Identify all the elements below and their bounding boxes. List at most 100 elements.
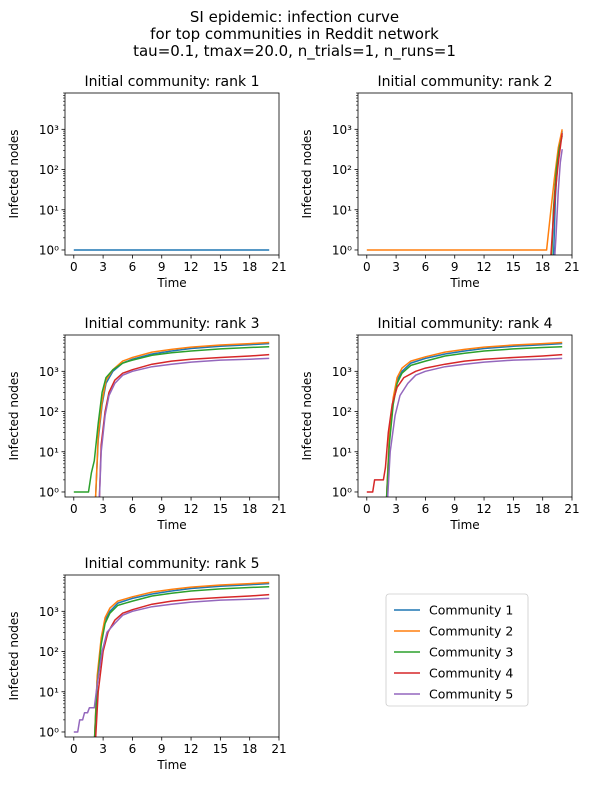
legend-entry: Community 1 bbox=[429, 603, 513, 618]
subplot-title: Initial community: rank 5 bbox=[85, 556, 260, 572]
subplot-3: 0 3 6 9 12 15 18 21 10⁰ 10¹ 10² 10³ Initial communit… bbox=[7, 316, 287, 532]
y-tick-label: 10⁰ bbox=[39, 485, 59, 499]
x-tick-label: 0 bbox=[363, 260, 371, 274]
y-tick-label: 10⁰ bbox=[39, 725, 59, 739]
series-line-community-4 bbox=[550, 133, 563, 255]
y-axis-label: Infected nodes bbox=[7, 611, 21, 700]
y-tick-label: 10³ bbox=[39, 123, 59, 137]
x-tick-label: 6 bbox=[422, 260, 430, 274]
x-tick-label: 9 bbox=[158, 742, 166, 756]
x-tick-label: 21 bbox=[564, 260, 579, 274]
series-line-community-4 bbox=[98, 353, 270, 497]
series-line-community-5 bbox=[386, 357, 563, 497]
x-tick-label: 12 bbox=[183, 502, 198, 516]
subplot-title: Initial community: rank 3 bbox=[85, 316, 260, 332]
x-axis-label: Time bbox=[156, 758, 186, 772]
x-tick-label: 6 bbox=[422, 502, 430, 516]
figure-title-line-1: SI epidemic: infection curve bbox=[189, 8, 400, 26]
y-tick-label: 10¹ bbox=[332, 445, 352, 459]
series-group bbox=[366, 129, 563, 255]
series-group bbox=[73, 581, 270, 737]
x-axis-label: Time bbox=[156, 518, 186, 532]
x-tick-label: 18 bbox=[535, 502, 550, 516]
x-axis-label: Time bbox=[449, 518, 479, 532]
series-line-community-2 bbox=[385, 341, 563, 497]
x-tick-label: 18 bbox=[242, 260, 257, 274]
x-tick-label: 18 bbox=[242, 742, 257, 756]
series-line-community-1 bbox=[385, 342, 563, 497]
x-tick-label: 21 bbox=[271, 742, 286, 756]
subplot-4: 0 3 6 9 12 15 18 21 10⁰ 10¹ 10² 10³ Initial communit… bbox=[300, 316, 580, 532]
series-line-community-2 bbox=[366, 129, 563, 251]
subplot-title: Initial community: rank 1 bbox=[85, 74, 260, 90]
x-tick-label: 0 bbox=[363, 502, 371, 516]
subplot-1: 0 3 6 9 12 15 18 21 10⁰ 10¹ 10² 10³ Initial communit… bbox=[7, 74, 287, 290]
y-tick-label: 10⁰ bbox=[39, 243, 59, 257]
x-tick-label: 0 bbox=[70, 742, 78, 756]
x-tick-label: 6 bbox=[129, 742, 137, 756]
legend-entry: Community 4 bbox=[429, 666, 513, 681]
x-axis-label: Time bbox=[449, 276, 479, 290]
y-axis-label: Infected nodes bbox=[300, 129, 314, 218]
series-line-community-4 bbox=[366, 353, 563, 493]
x-tick-label: 12 bbox=[476, 260, 491, 274]
x-tick-label: 0 bbox=[70, 260, 78, 274]
y-tick-label: 10² bbox=[332, 405, 352, 419]
series-line-community-3 bbox=[93, 585, 270, 737]
x-tick-label: 15 bbox=[213, 742, 228, 756]
subplot-title: Initial community: rank 4 bbox=[378, 316, 553, 332]
series-line-community-1 bbox=[93, 582, 270, 737]
series-line-community-4 bbox=[94, 593, 270, 737]
series-line-community-5 bbox=[73, 597, 270, 733]
x-tick-label: 21 bbox=[564, 502, 579, 516]
x-tick-label: 9 bbox=[451, 260, 459, 274]
x-tick-label: 21 bbox=[271, 502, 286, 516]
y-tick-label: 10² bbox=[332, 163, 352, 177]
subplot-5: 0 3 6 9 12 15 18 21 10⁰ 10¹ 10² 10³ Initial communit… bbox=[7, 556, 287, 772]
x-tick-label: 6 bbox=[129, 502, 137, 516]
x-tick-label: 3 bbox=[392, 502, 400, 516]
x-tick-label: 3 bbox=[392, 260, 400, 274]
x-axis-label: Time bbox=[156, 276, 186, 290]
axes-frame bbox=[64, 334, 280, 498]
x-tick-label: 0 bbox=[70, 502, 78, 516]
legend-entry: Community 3 bbox=[429, 645, 513, 660]
series-line-community-5 bbox=[98, 357, 270, 497]
figure-title-line-3: tau=0.1, tmax=20.0, n_trials=1, n_runs=1 bbox=[133, 42, 456, 60]
subplot-2: 0 3 6 9 12 15 18 21 10⁰ 10¹ 10² 10³ Initial communit… bbox=[300, 74, 580, 290]
y-axis-label: Infected nodes bbox=[7, 129, 21, 218]
x-tick-label: 3 bbox=[99, 502, 107, 516]
y-tick-label: 10³ bbox=[39, 365, 59, 379]
series-line-community-2 bbox=[93, 581, 270, 737]
x-tick-label: 18 bbox=[535, 260, 550, 274]
y-tick-label: 10³ bbox=[332, 365, 352, 379]
x-tick-label: 15 bbox=[213, 502, 228, 516]
series-line-community-3 bbox=[73, 345, 270, 493]
legend-entry: Community 2 bbox=[429, 624, 513, 639]
x-tick-label: 21 bbox=[271, 260, 286, 274]
y-tick-label: 10¹ bbox=[332, 203, 352, 217]
y-tick-label: 10¹ bbox=[39, 445, 59, 459]
y-tick-label: 10¹ bbox=[39, 685, 59, 699]
legend-entry: Community 5 bbox=[429, 687, 513, 702]
series-group bbox=[73, 341, 270, 497]
x-tick-label: 15 bbox=[506, 260, 521, 274]
y-tick-label: 10⁰ bbox=[332, 243, 352, 257]
x-tick-label: 12 bbox=[183, 260, 198, 274]
y-tick-label: 10¹ bbox=[39, 203, 59, 217]
x-tick-label: 15 bbox=[213, 260, 228, 274]
y-tick-label: 10⁰ bbox=[332, 485, 352, 499]
x-tick-label: 15 bbox=[506, 502, 521, 516]
series-line-community-5 bbox=[554, 149, 563, 255]
y-tick-label: 10³ bbox=[39, 605, 59, 619]
x-tick-label: 3 bbox=[99, 742, 107, 756]
x-tick-label: 18 bbox=[242, 502, 257, 516]
legend-frame bbox=[385, 593, 529, 707]
y-tick-label: 10² bbox=[39, 645, 59, 659]
x-tick-label: 9 bbox=[451, 502, 459, 516]
axes-frame bbox=[357, 92, 573, 256]
figure-title-line-2: for top communities in Reddit network bbox=[150, 25, 439, 43]
x-tick-label: 12 bbox=[183, 742, 198, 756]
series-line-community-3 bbox=[385, 345, 563, 497]
